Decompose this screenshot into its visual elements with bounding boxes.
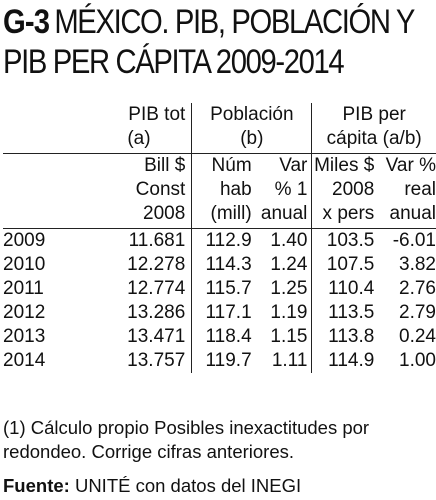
var-real-cell: 3.82 xyxy=(399,254,436,275)
year-cell: 2009 xyxy=(3,230,46,251)
poblacion-ref: (b) xyxy=(191,127,312,154)
unit-cell: 2008 xyxy=(143,203,186,224)
table-code: G-3 xyxy=(3,3,50,41)
miles-cell: 110.4 xyxy=(311,277,379,301)
title-text-1: MÉXICO. PIB, POBLACIÓN Y xyxy=(54,3,415,41)
pib-cell: 12.278 xyxy=(127,254,186,275)
table-row: 2013 13.471 118.4 1.15 113.8 0.24 xyxy=(3,325,436,349)
footnote: (1) Cálculo propio Posibles inexactitude… xyxy=(3,417,370,462)
source-line: Fuente: UNITÉ con datos del INEGI xyxy=(3,474,301,498)
data-table: PIB tot Población PIB per (a) (b) cápita… xyxy=(3,103,436,373)
table-row: 2011 12.774 115.7 1.25 110.4 2.76 xyxy=(3,277,436,301)
units-row-1: Bill $ Núm Var Miles $ Var % xyxy=(3,153,436,178)
unit-cell: anual xyxy=(389,203,436,224)
pib-tot-header: PIB tot xyxy=(128,104,186,125)
unit-cell: 2008 xyxy=(311,178,379,202)
table-title: G-3 MÉXICO. PIB, POBLACIÓN Y PIB PER CÁPI… xyxy=(3,2,415,82)
var-cell: 1.15 xyxy=(270,326,308,347)
pib-cell: 13.757 xyxy=(127,350,186,371)
var-real-cell: 1.00 xyxy=(399,350,436,371)
miles-cell: 113.5 xyxy=(311,301,379,325)
year-cell: 2012 xyxy=(3,302,46,323)
source-label: Fuente: xyxy=(3,475,70,496)
unit-cell: anual xyxy=(260,203,308,224)
miles-cell: 103.5 xyxy=(311,228,379,253)
pib-cell: 12.774 xyxy=(127,278,186,299)
pib-per-ref: cápita (a/b) xyxy=(311,127,436,154)
var-cell: 1.25 xyxy=(270,278,308,299)
pob-cell: 114.3 xyxy=(191,253,256,277)
table-row: 2012 13.286 117.1 1.19 113.5 2.79 xyxy=(3,301,436,325)
year-header xyxy=(3,103,53,127)
pob-cell: 115.7 xyxy=(191,277,256,301)
unit-cell: Var xyxy=(279,155,308,176)
unit-cell: Const xyxy=(135,179,186,200)
unit-cell: Núm xyxy=(191,153,256,178)
miles-cell: 113.8 xyxy=(311,325,379,349)
source-text: UNITÉ con datos del INEGI xyxy=(69,475,302,496)
unit-cell: % 1 xyxy=(274,179,308,200)
year-cell: 2014 xyxy=(3,350,46,371)
var-cell: 1.40 xyxy=(270,230,308,251)
miles-cell: 114.9 xyxy=(311,349,379,373)
unit-cell: real xyxy=(404,179,436,200)
var-real-cell: 2.79 xyxy=(399,302,436,323)
var-real-cell: -6.01 xyxy=(392,230,436,251)
var-real-cell: 0.24 xyxy=(399,326,436,347)
year-cell: 2011 xyxy=(3,278,44,299)
table-row: 2010 12.278 114.3 1.24 107.5 3.82 xyxy=(3,253,436,277)
title-line-2: PIB PER CÁPITA 2009-2014 xyxy=(3,43,345,81)
var-real-cell: 2.76 xyxy=(399,278,436,299)
pib-per-header: PIB per xyxy=(311,103,436,127)
var-cell: 1.11 xyxy=(271,350,308,371)
var-cell: 1.24 xyxy=(270,254,308,275)
unit-cell: Var % xyxy=(385,155,436,176)
pob-cell: 112.9 xyxy=(191,228,256,253)
header-row-1: PIB tot Población PIB per xyxy=(3,103,436,127)
pib-cell: 11.681 xyxy=(128,230,186,251)
var-cell: 1.19 xyxy=(270,302,308,323)
units-row-3: 2008 (mill) anual x pers anual xyxy=(3,202,436,229)
poblacion-header: Población xyxy=(191,103,312,127)
pib-cell: 13.471 xyxy=(127,326,186,347)
unit-cell: x pers xyxy=(311,202,379,229)
unit-cell: Miles $ xyxy=(311,153,379,178)
miles-cell: 107.5 xyxy=(311,253,379,277)
pob-cell: 117.1 xyxy=(191,301,256,325)
table-row: 2014 13.757 119.7 1.11 114.9 1.00 xyxy=(3,349,436,373)
unit-cell: Bill $ xyxy=(144,155,186,176)
pib-tot-ref: (a) xyxy=(127,128,151,149)
title-line-1: G-3 MÉXICO. PIB, POBLACIÓN Y xyxy=(3,2,415,42)
unit-cell: hab xyxy=(191,178,256,202)
units-row-2: Const hab % 1 2008 real xyxy=(3,178,436,202)
pib-cell: 13.286 xyxy=(127,302,186,323)
pob-cell: 118.4 xyxy=(191,325,256,349)
table-row: 2009 11.681 112.9 1.40 103.5 -6.01 xyxy=(3,228,436,253)
pob-cell: 119.7 xyxy=(191,349,256,373)
header-row-2: (a) (b) cápita (a/b) xyxy=(3,127,436,154)
year-cell: 2013 xyxy=(3,326,46,347)
unit-cell: (mill) xyxy=(191,202,256,229)
year-cell: 2010 xyxy=(3,254,46,275)
